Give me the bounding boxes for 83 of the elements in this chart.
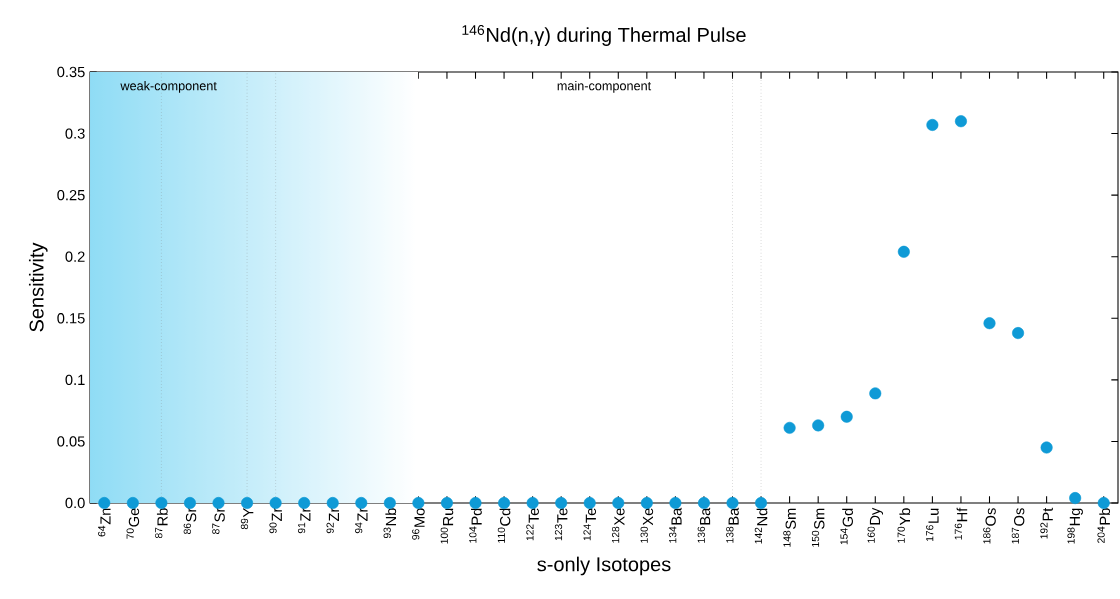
y-tick-label: 0.35	[57, 66, 85, 78]
point	[498, 496, 511, 509]
point	[298, 496, 311, 509]
x-tick-label: $^{86}$Sr	[183, 507, 197, 535]
y-tick-label: 0.3	[65, 128, 85, 139]
point	[812, 419, 825, 432]
x-tick-label: $^{134}$Ba	[669, 507, 682, 543]
point	[669, 496, 682, 509]
x-tick-label: $^{176}$Hf	[954, 507, 968, 540]
annotation: main-component	[557, 81, 652, 93]
x-tick-label: $^{110}$Cd	[497, 508, 511, 543]
point	[1012, 327, 1025, 340]
x-tick-label: $^{148}$Sm	[783, 508, 796, 547]
x-tick-label: $^{123}$Te	[554, 508, 568, 541]
point	[783, 421, 796, 434]
point	[926, 118, 939, 131]
point	[612, 496, 625, 509]
x-tick-label: $^{100}$Ru	[440, 508, 454, 544]
x-tick-label: $^{87}$Rb	[155, 508, 168, 539]
x-tick-label: $^{154}$Gd	[840, 508, 853, 545]
x-tick-label: $^{170}$Yb	[897, 508, 911, 543]
point	[954, 115, 967, 128]
x-tick-label: $^{94}$Zr	[355, 507, 368, 534]
x-tick-label: $^{176}$Lu	[926, 508, 939, 542]
point	[355, 496, 368, 509]
chart-title: $^{146}$Nd(n,γ) during Thermal Pulse	[462, 25, 746, 46]
x-tick-label: $^{186}$Os	[983, 508, 996, 544]
x-tick-label: $^{204}$Pb	[1097, 508, 1111, 543]
x-tick-label: $^{89}$Y	[240, 508, 254, 530]
x-tick-label: $^{187}$Os	[1011, 508, 1025, 544]
x-tick-label: $^{64}$Zn	[98, 508, 111, 537]
point	[555, 496, 568, 509]
y-tick-label: 0.1	[65, 374, 85, 386]
y-tick-label: 0.05	[57, 436, 85, 447]
x-tick-label: $^{136}$Ba	[697, 507, 711, 543]
point	[440, 496, 453, 509]
point	[869, 387, 882, 400]
x-tick-label: $^{198}$Hg	[1067, 508, 1083, 544]
point	[183, 496, 196, 509]
point	[412, 496, 425, 509]
x-tick-label: $^{90}$Zr	[269, 507, 282, 534]
x-tick-label: $^{104}$Pd	[469, 508, 482, 543]
point	[583, 496, 596, 509]
x-tick-label: $^{192}$Pt	[1040, 507, 1053, 539]
x-tick-label: $^{128}$Xe	[611, 508, 625, 543]
y-tick-label: 0.0	[65, 497, 85, 509]
x-tick-label: $^{138}$Ba	[726, 507, 739, 543]
x-tick-label: $^{150}$Sm	[811, 508, 825, 547]
point	[469, 496, 482, 509]
point	[1097, 496, 1110, 509]
point	[98, 496, 111, 509]
x-tick-label: $^{96}$Mo	[412, 508, 425, 540]
point	[269, 496, 282, 509]
point	[1040, 441, 1053, 454]
x-tick-label: $^{130}$Xe	[640, 508, 654, 543]
point	[241, 496, 254, 509]
point	[383, 496, 396, 509]
point	[983, 317, 996, 330]
point	[526, 496, 539, 509]
point	[755, 496, 768, 509]
x-tick-label: $^{91}$Zr	[297, 507, 311, 534]
point	[155, 496, 168, 509]
y-tick-label: 0.25	[57, 189, 85, 201]
point	[126, 496, 139, 509]
x-axis-title: s-only Isotopes	[537, 556, 671, 576]
point	[897, 245, 910, 258]
x-tick-label: $^{160}$Dy	[867, 507, 884, 543]
x-tick-label: $^{93}$Nb	[383, 508, 397, 539]
x-tick-label: $^{122}$Te	[526, 508, 539, 541]
annotation: weak-component	[120, 81, 217, 93]
point	[212, 496, 225, 509]
y-tick-label: 0.2	[65, 251, 85, 262]
point	[840, 410, 853, 423]
x-tick-label: $^{92}$Zr	[326, 507, 339, 534]
y-tick-label: 0.15	[57, 313, 85, 324]
x-tick-label: $^{70}$Ge	[126, 508, 140, 539]
point	[640, 496, 653, 509]
y-axis-title: Sensitivity	[28, 242, 48, 332]
point	[1069, 492, 1082, 505]
x-tick-label: $^{87}$Sr	[212, 507, 225, 535]
x-tick-label: $^{124}$Te	[583, 508, 597, 541]
x-tick-label: $^{142}$Nd	[754, 508, 768, 544]
point	[326, 496, 339, 509]
